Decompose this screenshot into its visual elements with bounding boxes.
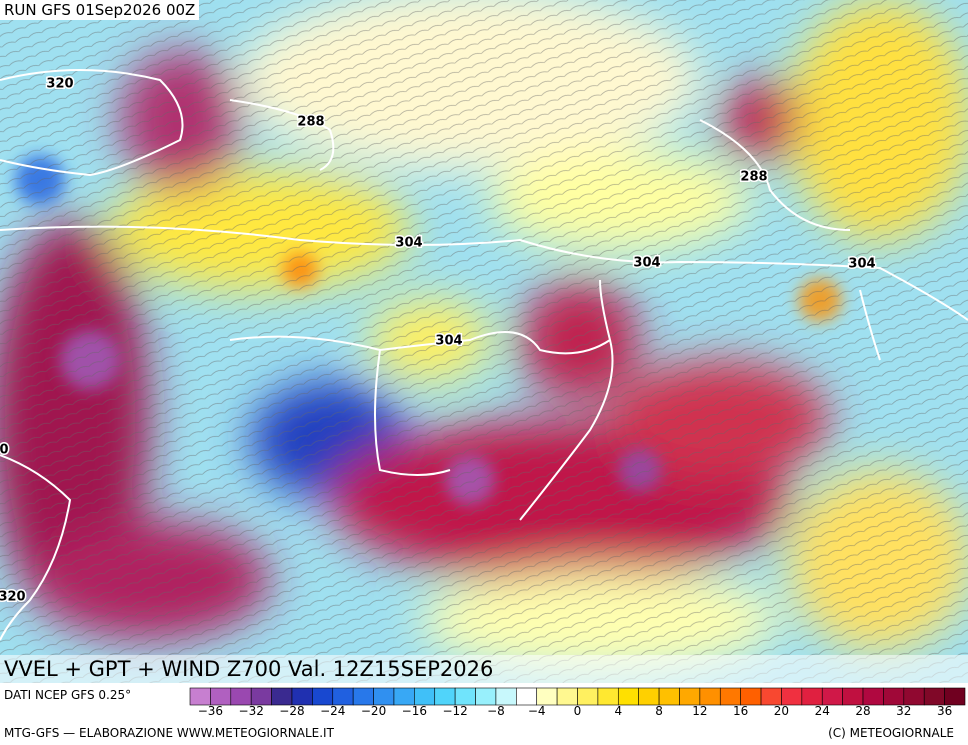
colorbar-label: 20 (774, 704, 789, 716)
colorbar-label: 0 (574, 704, 582, 716)
colorbar-label: −16 (402, 704, 427, 716)
colorbar-label: 4 (614, 704, 622, 716)
contour-label: 320 (46, 77, 73, 92)
color-swatch (617, 687, 639, 706)
colorbar-label: 8 (655, 704, 663, 716)
color-swatch (189, 687, 211, 706)
contour-label: 304 (435, 334, 462, 349)
color-swatch (414, 687, 436, 706)
color-swatch (719, 687, 741, 706)
colorbar-label: −12 (442, 704, 467, 716)
color-swatch (821, 687, 843, 706)
color-swatch (740, 687, 762, 706)
colorbar-label: −32 (239, 704, 264, 716)
color-swatch (699, 687, 721, 706)
color-swatch (271, 687, 293, 706)
color-swatch (536, 687, 558, 706)
color-swatch (862, 687, 884, 706)
colorbar-label: −8 (487, 704, 505, 716)
footer-right: (C) METEOGIORNALE (828, 726, 954, 740)
color-swatch (944, 687, 966, 706)
color-swatch (291, 687, 313, 706)
map: 320 288 304 288 304 304 304 0 320 (0, 0, 968, 683)
color-swatch (352, 687, 374, 706)
footer-left: MTG-GFS — ELABORAZIONE WWW.METEOGIORNALE… (4, 726, 334, 740)
color-swatch (842, 687, 864, 706)
colorbar-label: −4 (528, 704, 546, 716)
contour-label: 288 (297, 115, 324, 130)
color-swatch (923, 687, 945, 706)
contour-label: 304 (633, 256, 660, 271)
color-swatch (883, 687, 905, 706)
colorbar-label: 36 (937, 704, 952, 716)
color-swatch (679, 687, 701, 706)
contour-label: 288 (740, 170, 767, 185)
colorbar-label: −20 (361, 704, 386, 716)
colorbar: −36 −32 −28 −24 −20 −16 −12 −8 −4 0 4 8 12 16 20 24 28 32… (189, 687, 966, 716)
color-swatch (556, 687, 578, 706)
color-swatch (781, 687, 803, 706)
color-swatch (577, 687, 599, 706)
color-swatch (373, 687, 395, 706)
color-swatch (638, 687, 660, 706)
contour-label: 304 (395, 236, 422, 251)
colorbar-label: 12 (692, 704, 707, 716)
color-swatch (332, 687, 354, 706)
color-swatch (495, 687, 517, 706)
color-swatch (516, 687, 538, 706)
color-swatch (760, 687, 782, 706)
color-swatch (250, 687, 272, 706)
colorbar-label: −28 (279, 704, 304, 716)
run-label: RUN GFS 01Sep2026 00Z (0, 0, 200, 20)
color-swatch (597, 687, 619, 706)
color-swatch (393, 687, 415, 706)
color-swatch (454, 687, 476, 706)
color-swatch (801, 687, 823, 706)
colorbar-label: 16 (733, 704, 748, 716)
colorbar-label: −24 (320, 704, 345, 716)
contour-label: 304 (848, 257, 875, 272)
colorbar-label: −36 (198, 704, 223, 716)
colorbar-label: 28 (855, 704, 870, 716)
colorbar-label: 24 (815, 704, 830, 716)
color-swatch (210, 687, 232, 706)
color-swatch (230, 687, 252, 706)
contour-label: 0 (0, 443, 9, 458)
color-swatch (658, 687, 680, 706)
map-title: VVEL + GPT + WIND Z700 Val. 12Z15SEP2026 (0, 655, 968, 683)
source-label: DATI NCEP GFS 0.25° (4, 688, 132, 702)
contour-label: 320 (0, 590, 26, 605)
colorbar-label: 32 (896, 704, 911, 716)
color-swatch (475, 687, 497, 706)
color-swatch (434, 687, 456, 706)
color-swatch (312, 687, 334, 706)
color-swatch (903, 687, 925, 706)
